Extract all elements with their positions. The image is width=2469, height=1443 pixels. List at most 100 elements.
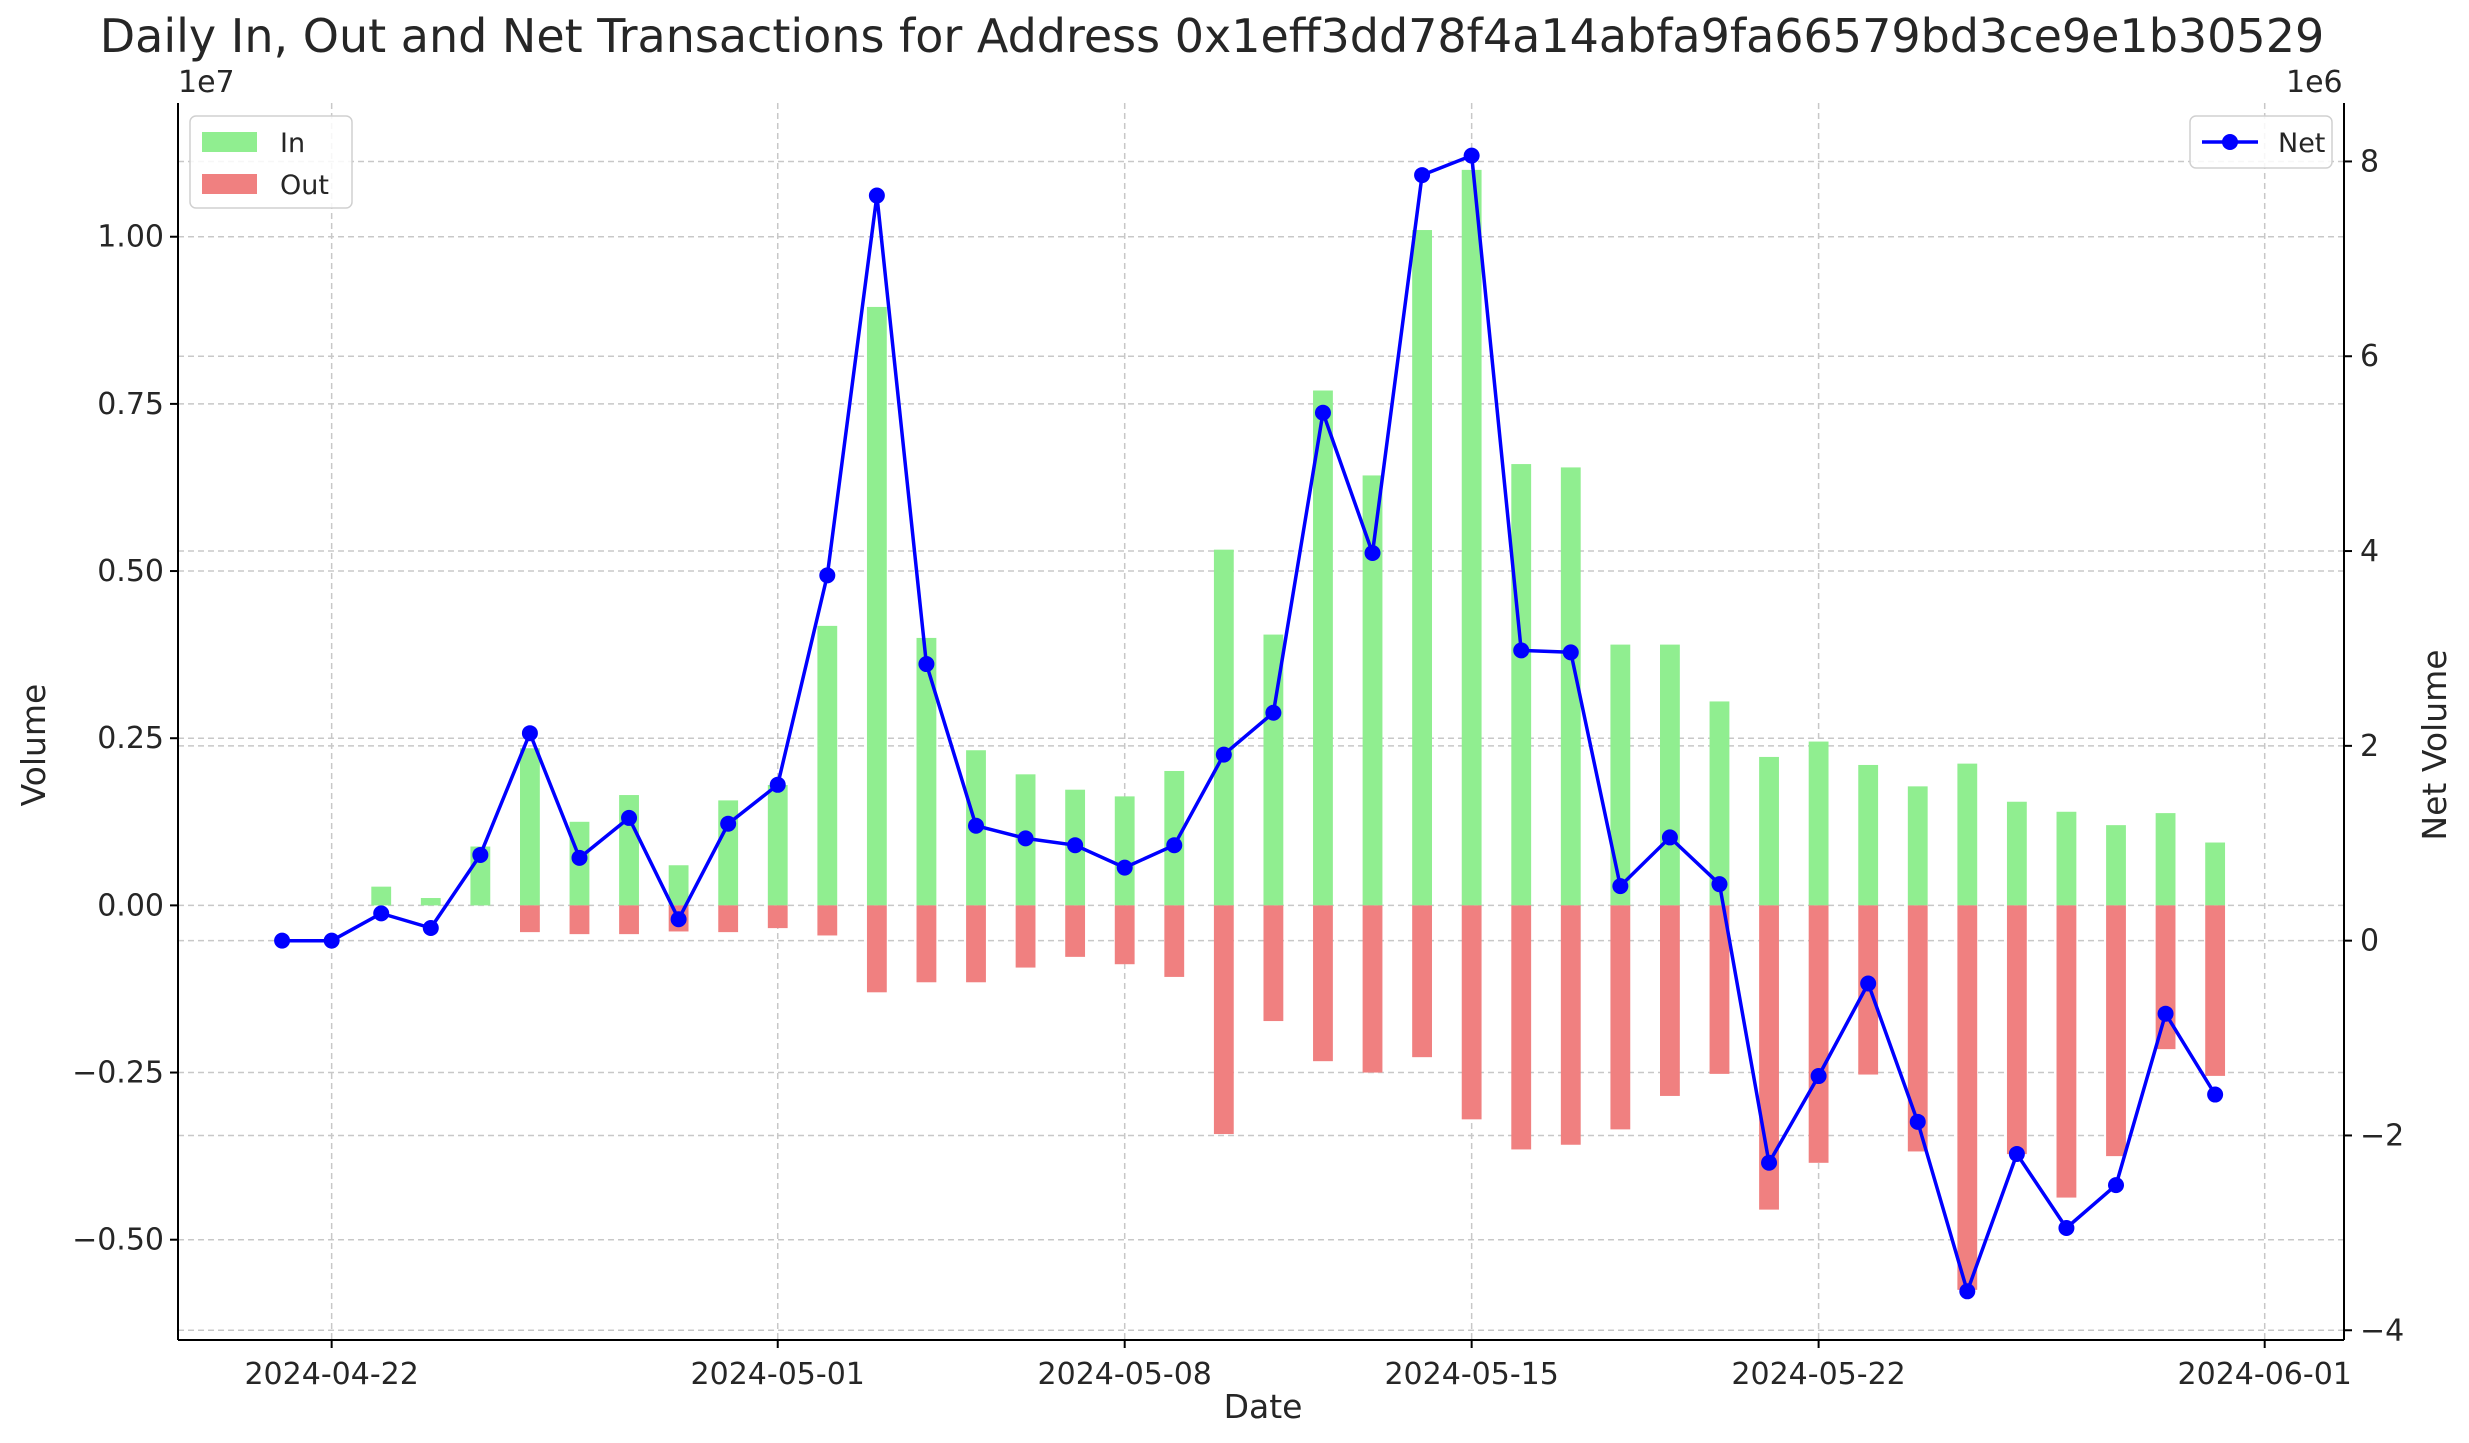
gridlines bbox=[178, 103, 2344, 1340]
bar-in bbox=[1759, 756, 1779, 906]
net-point bbox=[1711, 876, 1728, 893]
net-point bbox=[1364, 544, 1381, 561]
bar-in bbox=[1660, 644, 1680, 906]
bar-out bbox=[1362, 905, 1383, 1073]
net-point bbox=[1314, 404, 1331, 421]
bar-in bbox=[420, 898, 441, 906]
y2-tick-label: 2 bbox=[2360, 729, 2379, 764]
legend-out-swatch bbox=[202, 174, 257, 194]
net-point bbox=[1661, 829, 1678, 846]
bar-out bbox=[2106, 905, 2126, 1157]
net-point bbox=[422, 919, 439, 936]
net-point bbox=[1761, 1154, 1778, 1171]
net-point bbox=[918, 656, 935, 673]
net-point bbox=[1017, 830, 1034, 847]
net-point bbox=[2207, 1086, 2224, 1103]
bar-out bbox=[619, 905, 639, 935]
bar-out bbox=[966, 905, 986, 983]
bar-in bbox=[2056, 811, 2077, 906]
bar-out bbox=[718, 905, 739, 933]
net-point bbox=[274, 932, 291, 949]
bar-out bbox=[2006, 905, 2027, 1155]
y2-tick-label: 0 bbox=[2360, 924, 2379, 959]
net-point bbox=[968, 817, 984, 834]
bar-in bbox=[1412, 230, 1432, 906]
x-axis-label: Date bbox=[1224, 1387, 1303, 1426]
bar-in bbox=[1362, 475, 1383, 906]
legend-in-swatch bbox=[202, 132, 257, 152]
y-tick-label: 1.00 bbox=[97, 220, 164, 255]
net-point bbox=[2058, 1219, 2075, 1236]
net-point bbox=[1612, 878, 1629, 895]
net-point bbox=[1909, 1113, 1926, 1130]
left-axis-multiplier: 1e7 bbox=[178, 65, 235, 100]
bar-out bbox=[817, 905, 838, 936]
net-point bbox=[769, 776, 786, 793]
net-point bbox=[1959, 1283, 1976, 1300]
bar-in bbox=[1313, 390, 1333, 906]
bar-in bbox=[866, 306, 887, 906]
net-point bbox=[571, 849, 588, 866]
x-tick-label: 2024-04-22 bbox=[244, 1357, 418, 1392]
net-point bbox=[2008, 1145, 2025, 1162]
bar-out bbox=[1412, 905, 1432, 1058]
bar-in bbox=[2006, 801, 2027, 906]
bar-out bbox=[1709, 905, 1730, 1074]
x-tick-label: 2024-05-01 bbox=[691, 1357, 865, 1392]
y-tick-label: −0.25 bbox=[72, 1056, 164, 1091]
legend-in-out: In Out bbox=[189, 115, 353, 209]
bar-in bbox=[1114, 796, 1135, 906]
bar-out bbox=[1313, 905, 1333, 1062]
bar-out bbox=[1957, 905, 1978, 1290]
net-point bbox=[1116, 859, 1133, 876]
net-point bbox=[670, 911, 687, 928]
net-point bbox=[1265, 704, 1282, 721]
net-point bbox=[2157, 1005, 2174, 1022]
bar-out bbox=[1114, 905, 1135, 965]
bar-out bbox=[1907, 905, 1928, 1152]
ticks: −0.50 −0.25 0.00 0.25 0.50 0.75 1.00 −4 −2 0 2 4 6 8 2… bbox=[72, 144, 2404, 1392]
y-tick-label: 0.00 bbox=[97, 888, 164, 923]
y2-tick-label: 4 bbox=[2360, 534, 2379, 569]
y-tick-label: −0.50 bbox=[72, 1223, 164, 1258]
bar-in bbox=[2106, 825, 2126, 906]
bar-in bbox=[1957, 763, 1978, 906]
chart-title: Daily In, Out and Net Transactions for A… bbox=[100, 9, 2324, 63]
bar-in bbox=[1213, 549, 1234, 906]
bar-in bbox=[2205, 842, 2226, 906]
right-axis-multiplier: 1e6 bbox=[2286, 65, 2343, 100]
y-tick-label: 0.75 bbox=[97, 387, 164, 422]
net-point bbox=[472, 846, 489, 863]
legend-net-label: Net bbox=[2278, 128, 2325, 159]
x-tick-label: 2024-05-15 bbox=[1384, 1357, 1558, 1392]
legend-out-label: Out bbox=[280, 170, 329, 201]
net-point bbox=[1067, 837, 1084, 854]
net-point bbox=[1166, 837, 1183, 854]
bar-in bbox=[2155, 813, 2176, 906]
bar-out bbox=[1461, 905, 1482, 1120]
bar-in bbox=[1560, 467, 1581, 906]
bar-in bbox=[1461, 169, 1482, 906]
x-tick-label: 2024-05-22 bbox=[1731, 1357, 1905, 1392]
bar-in bbox=[1858, 764, 1879, 906]
y2-axis-label: Net Volume bbox=[2415, 649, 2454, 840]
x-tick-label: 2024-05-08 bbox=[1038, 1357, 1212, 1392]
bar-out bbox=[1808, 905, 1829, 1163]
net-point bbox=[1562, 644, 1579, 661]
legend-in-label: In bbox=[280, 128, 305, 159]
bar-out bbox=[916, 905, 937, 983]
bar-in bbox=[817, 625, 838, 906]
net-point bbox=[1810, 1068, 1827, 1085]
net-point bbox=[2108, 1177, 2124, 1194]
bar-out bbox=[1511, 905, 1532, 1150]
bar-out bbox=[1065, 905, 1086, 957]
x-tick-label: 2024-06-01 bbox=[2178, 1357, 2352, 1392]
net-point bbox=[1860, 975, 1877, 992]
axes bbox=[177, 103, 2345, 1341]
net-point bbox=[1215, 746, 1232, 763]
legend-net-frame bbox=[2189, 115, 2333, 169]
bar-in bbox=[916, 637, 937, 906]
bar-out bbox=[1015, 905, 1036, 968]
